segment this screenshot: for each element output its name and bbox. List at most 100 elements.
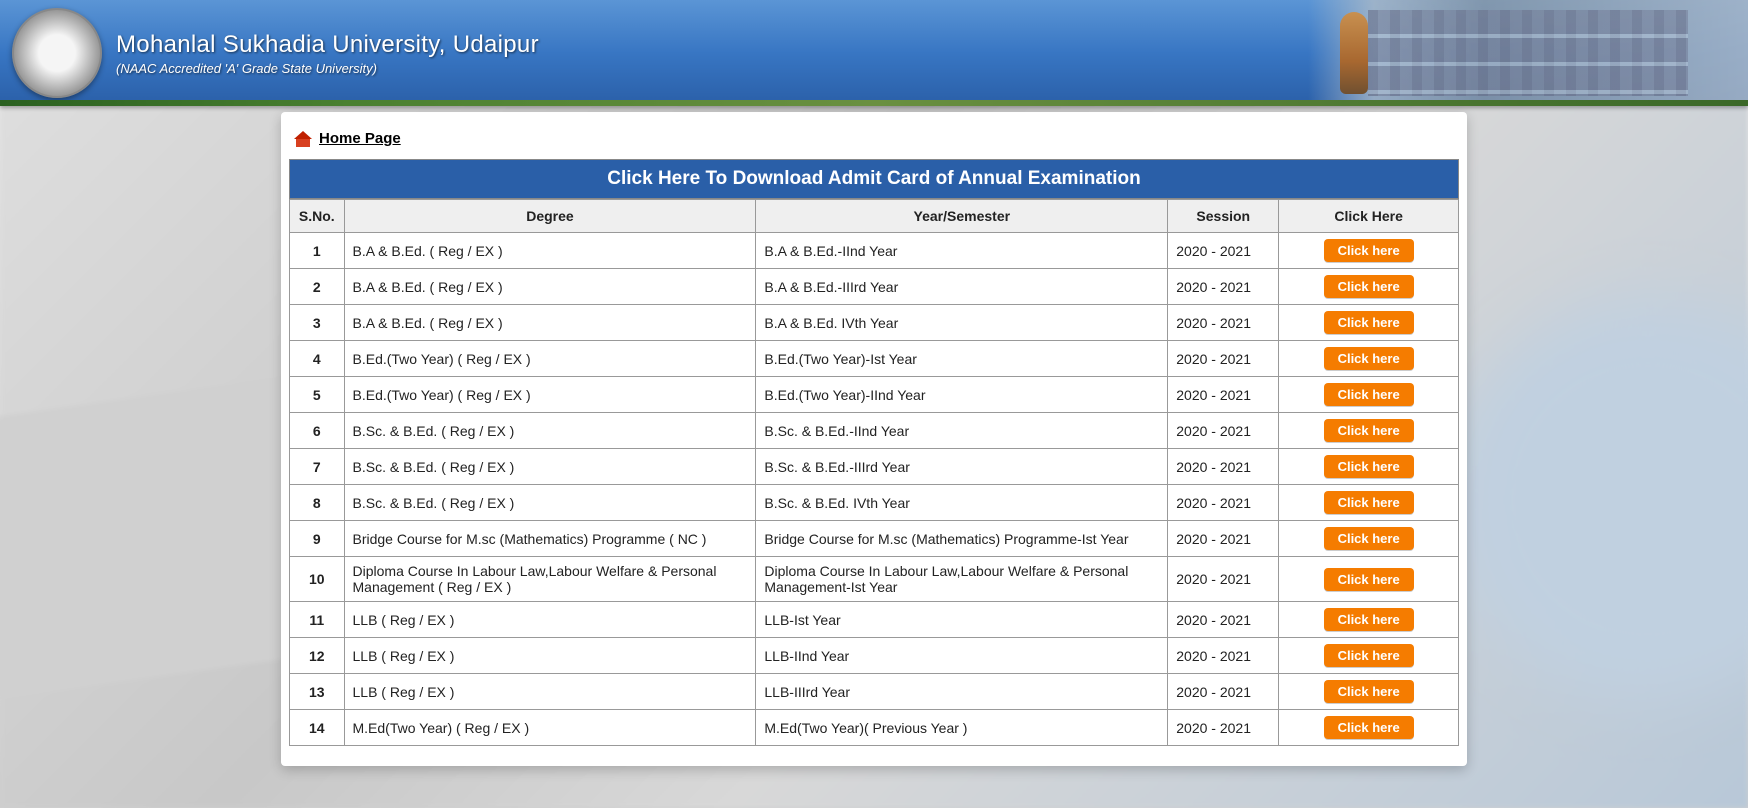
cell-session: 2020 - 2021 — [1168, 710, 1279, 746]
cell-session: 2020 - 2021 — [1168, 557, 1279, 602]
table-row: 9Bridge Course for M.sc (Mathematics) Pr… — [290, 521, 1459, 557]
click-here-button[interactable]: Click here — [1324, 419, 1414, 442]
click-here-button[interactable]: Click here — [1324, 716, 1414, 739]
cell-session: 2020 - 2021 — [1168, 269, 1279, 305]
click-here-button[interactable]: Click here — [1324, 347, 1414, 370]
cell-sno: 11 — [290, 602, 345, 638]
cell-year: B.Sc. & B.Ed. IVth Year — [756, 485, 1168, 521]
cell-year: LLB-Ist Year — [756, 602, 1168, 638]
cell-degree: M.Ed(Two Year) ( Reg / EX ) — [344, 710, 756, 746]
table-row: 11LLB ( Reg / EX )LLB-Ist Year2020 - 202… — [290, 602, 1459, 638]
th-session: Session — [1168, 200, 1279, 233]
cell-sno: 14 — [290, 710, 345, 746]
table-header-row: S.No. Degree Year/Semester Session Click… — [290, 200, 1459, 233]
cell-session: 2020 - 2021 — [1168, 305, 1279, 341]
header-statue-art — [1340, 12, 1368, 94]
cell-session: 2020 - 2021 — [1168, 602, 1279, 638]
click-here-button[interactable]: Click here — [1324, 491, 1414, 514]
cell-session: 2020 - 2021 — [1168, 521, 1279, 557]
cell-session: 2020 - 2021 — [1168, 233, 1279, 269]
table-row: 13LLB ( Reg / EX )LLB-IIIrd Year2020 - 2… — [290, 674, 1459, 710]
table-row: 3B.A & B.Ed. ( Reg / EX )B.A & B.Ed. IVt… — [290, 305, 1459, 341]
table-row: 8B.Sc. & B.Ed. ( Reg / EX )B.Sc. & B.Ed.… — [290, 485, 1459, 521]
cell-year: Diploma Course In Labour Law,Labour Welf… — [756, 557, 1168, 602]
header-building-art — [1308, 0, 1748, 106]
cell-degree: B.Ed.(Two Year) ( Reg / EX ) — [344, 377, 756, 413]
table-row: 12LLB ( Reg / EX )LLB-IInd Year2020 - 20… — [290, 638, 1459, 674]
click-here-button[interactable]: Click here — [1324, 311, 1414, 334]
university-title: Mohanlal Sukhadia University, Udaipur — [116, 31, 539, 59]
cell-year: LLB-IIIrd Year — [756, 674, 1168, 710]
cell-sno: 3 — [290, 305, 345, 341]
cell-degree: LLB ( Reg / EX ) — [344, 602, 756, 638]
cell-year: B.A & B.Ed. IVth Year — [756, 305, 1168, 341]
click-here-button[interactable]: Click here — [1324, 455, 1414, 478]
table-row: 7B.Sc. & B.Ed. ( Reg / EX )B.Sc. & B.Ed.… — [290, 449, 1459, 485]
cell-sno: 8 — [290, 485, 345, 521]
click-here-button[interactable]: Click here — [1324, 383, 1414, 406]
title-block: Mohanlal Sukhadia University, Udaipur (N… — [116, 31, 539, 76]
cell-degree: B.Sc. & B.Ed. ( Reg / EX ) — [344, 485, 756, 521]
cell-sno: 4 — [290, 341, 345, 377]
cell-session: 2020 - 2021 — [1168, 674, 1279, 710]
click-here-button[interactable]: Click here — [1324, 568, 1414, 591]
cell-sno: 5 — [290, 377, 345, 413]
click-here-button[interactable]: Click here — [1324, 644, 1414, 667]
cell-click: Click here — [1279, 557, 1459, 602]
cell-year: B.Sc. & B.Ed.-IIIrd Year — [756, 449, 1168, 485]
cell-sno: 6 — [290, 413, 345, 449]
click-here-button[interactable]: Click here — [1324, 608, 1414, 631]
cell-click: Click here — [1279, 674, 1459, 710]
cell-year: B.A & B.Ed.-IIIrd Year — [756, 269, 1168, 305]
cell-click: Click here — [1279, 341, 1459, 377]
cell-click: Click here — [1279, 485, 1459, 521]
click-here-button[interactable]: Click here — [1324, 680, 1414, 703]
cell-degree: B.Ed.(Two Year) ( Reg / EX ) — [344, 341, 756, 377]
cell-degree: LLB ( Reg / EX ) — [344, 638, 756, 674]
th-year: Year/Semester — [756, 200, 1168, 233]
cell-degree: B.Sc. & B.Ed. ( Reg / EX ) — [344, 413, 756, 449]
cell-sno: 2 — [290, 269, 345, 305]
home-icon — [295, 131, 313, 147]
table-row: 10Diploma Course In Labour Law,Labour We… — [290, 557, 1459, 602]
cell-sno: 9 — [290, 521, 345, 557]
cell-session: 2020 - 2021 — [1168, 638, 1279, 674]
table-row: 5B.Ed.(Two Year) ( Reg / EX )B.Ed.(Two Y… — [290, 377, 1459, 413]
cell-session: 2020 - 2021 — [1168, 413, 1279, 449]
cell-click: Click here — [1279, 377, 1459, 413]
click-here-button[interactable]: Click here — [1324, 275, 1414, 298]
home-link-row: Home Page — [289, 122, 1459, 159]
cell-click: Click here — [1279, 449, 1459, 485]
university-subtitle: (NAAC Accredited 'A' Grade State Univers… — [116, 61, 539, 76]
table-row: 4B.Ed.(Two Year) ( Reg / EX )B.Ed.(Two Y… — [290, 341, 1459, 377]
home-page-link[interactable]: Home Page — [319, 130, 401, 147]
click-here-button[interactable]: Click here — [1324, 239, 1414, 262]
university-logo — [12, 8, 102, 98]
cell-click: Click here — [1279, 521, 1459, 557]
cell-year: B.Ed.(Two Year)-Ist Year — [756, 341, 1168, 377]
table-row: 2B.A & B.Ed. ( Reg / EX )B.A & B.Ed.-III… — [290, 269, 1459, 305]
th-sno: S.No. — [290, 200, 345, 233]
section-title-band: Click Here To Download Admit Card of Ann… — [289, 159, 1459, 199]
cell-session: 2020 - 2021 — [1168, 377, 1279, 413]
cell-degree: B.A & B.Ed. ( Reg / EX ) — [344, 305, 756, 341]
cell-click: Click here — [1279, 233, 1459, 269]
admit-card-table: S.No. Degree Year/Semester Session Click… — [289, 199, 1459, 746]
cell-sno: 12 — [290, 638, 345, 674]
cell-year: B.A & B.Ed.-IInd Year — [756, 233, 1168, 269]
cell-click: Click here — [1279, 413, 1459, 449]
table-row: 1B.A & B.Ed. ( Reg / EX )B.A & B.Ed.-IIn… — [290, 233, 1459, 269]
cell-year: B.Ed.(Two Year)-IInd Year — [756, 377, 1168, 413]
cell-degree: B.A & B.Ed. ( Reg / EX ) — [344, 233, 756, 269]
cell-year: LLB-IInd Year — [756, 638, 1168, 674]
cell-click: Click here — [1279, 269, 1459, 305]
cell-session: 2020 - 2021 — [1168, 485, 1279, 521]
cell-sno: 1 — [290, 233, 345, 269]
cell-degree: Bridge Course for M.sc (Mathematics) Pro… — [344, 521, 756, 557]
cell-session: 2020 - 2021 — [1168, 449, 1279, 485]
table-row: 6B.Sc. & B.Ed. ( Reg / EX )B.Sc. & B.Ed.… — [290, 413, 1459, 449]
cell-degree: LLB ( Reg / EX ) — [344, 674, 756, 710]
click-here-button[interactable]: Click here — [1324, 527, 1414, 550]
th-click: Click Here — [1279, 200, 1459, 233]
cell-click: Click here — [1279, 710, 1459, 746]
